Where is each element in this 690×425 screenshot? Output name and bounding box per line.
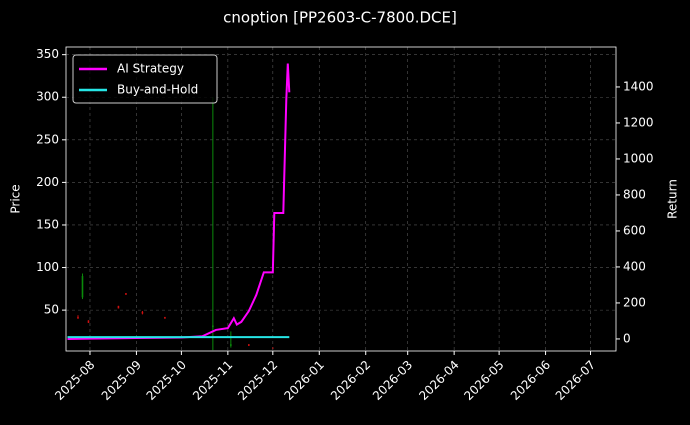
y-axis-label: Price	[9, 184, 23, 213]
y-tick-label: 50	[44, 303, 59, 317]
plot-frame	[65, 46, 617, 352]
y2-tick-label: 800	[623, 187, 646, 201]
candle-body	[272, 347, 274, 349]
candle-body	[212, 325, 214, 328]
y2-tick-label: 1000	[623, 151, 654, 165]
candle-body	[141, 311, 144, 314]
candle-body	[164, 316, 166, 319]
candle-body	[87, 320, 90, 323]
y-tick-label: 100	[36, 260, 59, 274]
candle-body	[125, 293, 127, 295]
candle-body	[77, 316, 79, 319]
legend: AI Strategy Buy-and-Hold	[72, 54, 218, 104]
y2-tick-label: 0	[623, 331, 631, 345]
candle-body	[81, 276, 84, 298]
y-tick-label: 200	[36, 175, 59, 189]
y-tick-label: 150	[36, 217, 59, 231]
y2-tick-label: 400	[623, 259, 646, 273]
legend-label: AI Strategy	[117, 62, 184, 76]
candle-body	[248, 344, 250, 346]
y2-tick-label: 1400	[623, 79, 654, 93]
legend-label: Buy-and-Hold	[117, 83, 198, 97]
y-tick-label: 350	[36, 47, 59, 61]
y-tick-label: 250	[36, 132, 59, 146]
candle-body	[230, 344, 232, 346]
y2-tick-label: 200	[623, 295, 646, 309]
y2-tick-label: 1200	[623, 115, 654, 129]
legend-box	[72, 54, 218, 104]
y2-tick-label: 600	[623, 223, 646, 237]
chart-title: cnoption [PP2603-C-7800.DCE]	[223, 9, 457, 27]
y-tick-label: 300	[36, 90, 59, 104]
y2-axis-label: Return	[666, 179, 680, 219]
candle-body	[117, 305, 120, 309]
